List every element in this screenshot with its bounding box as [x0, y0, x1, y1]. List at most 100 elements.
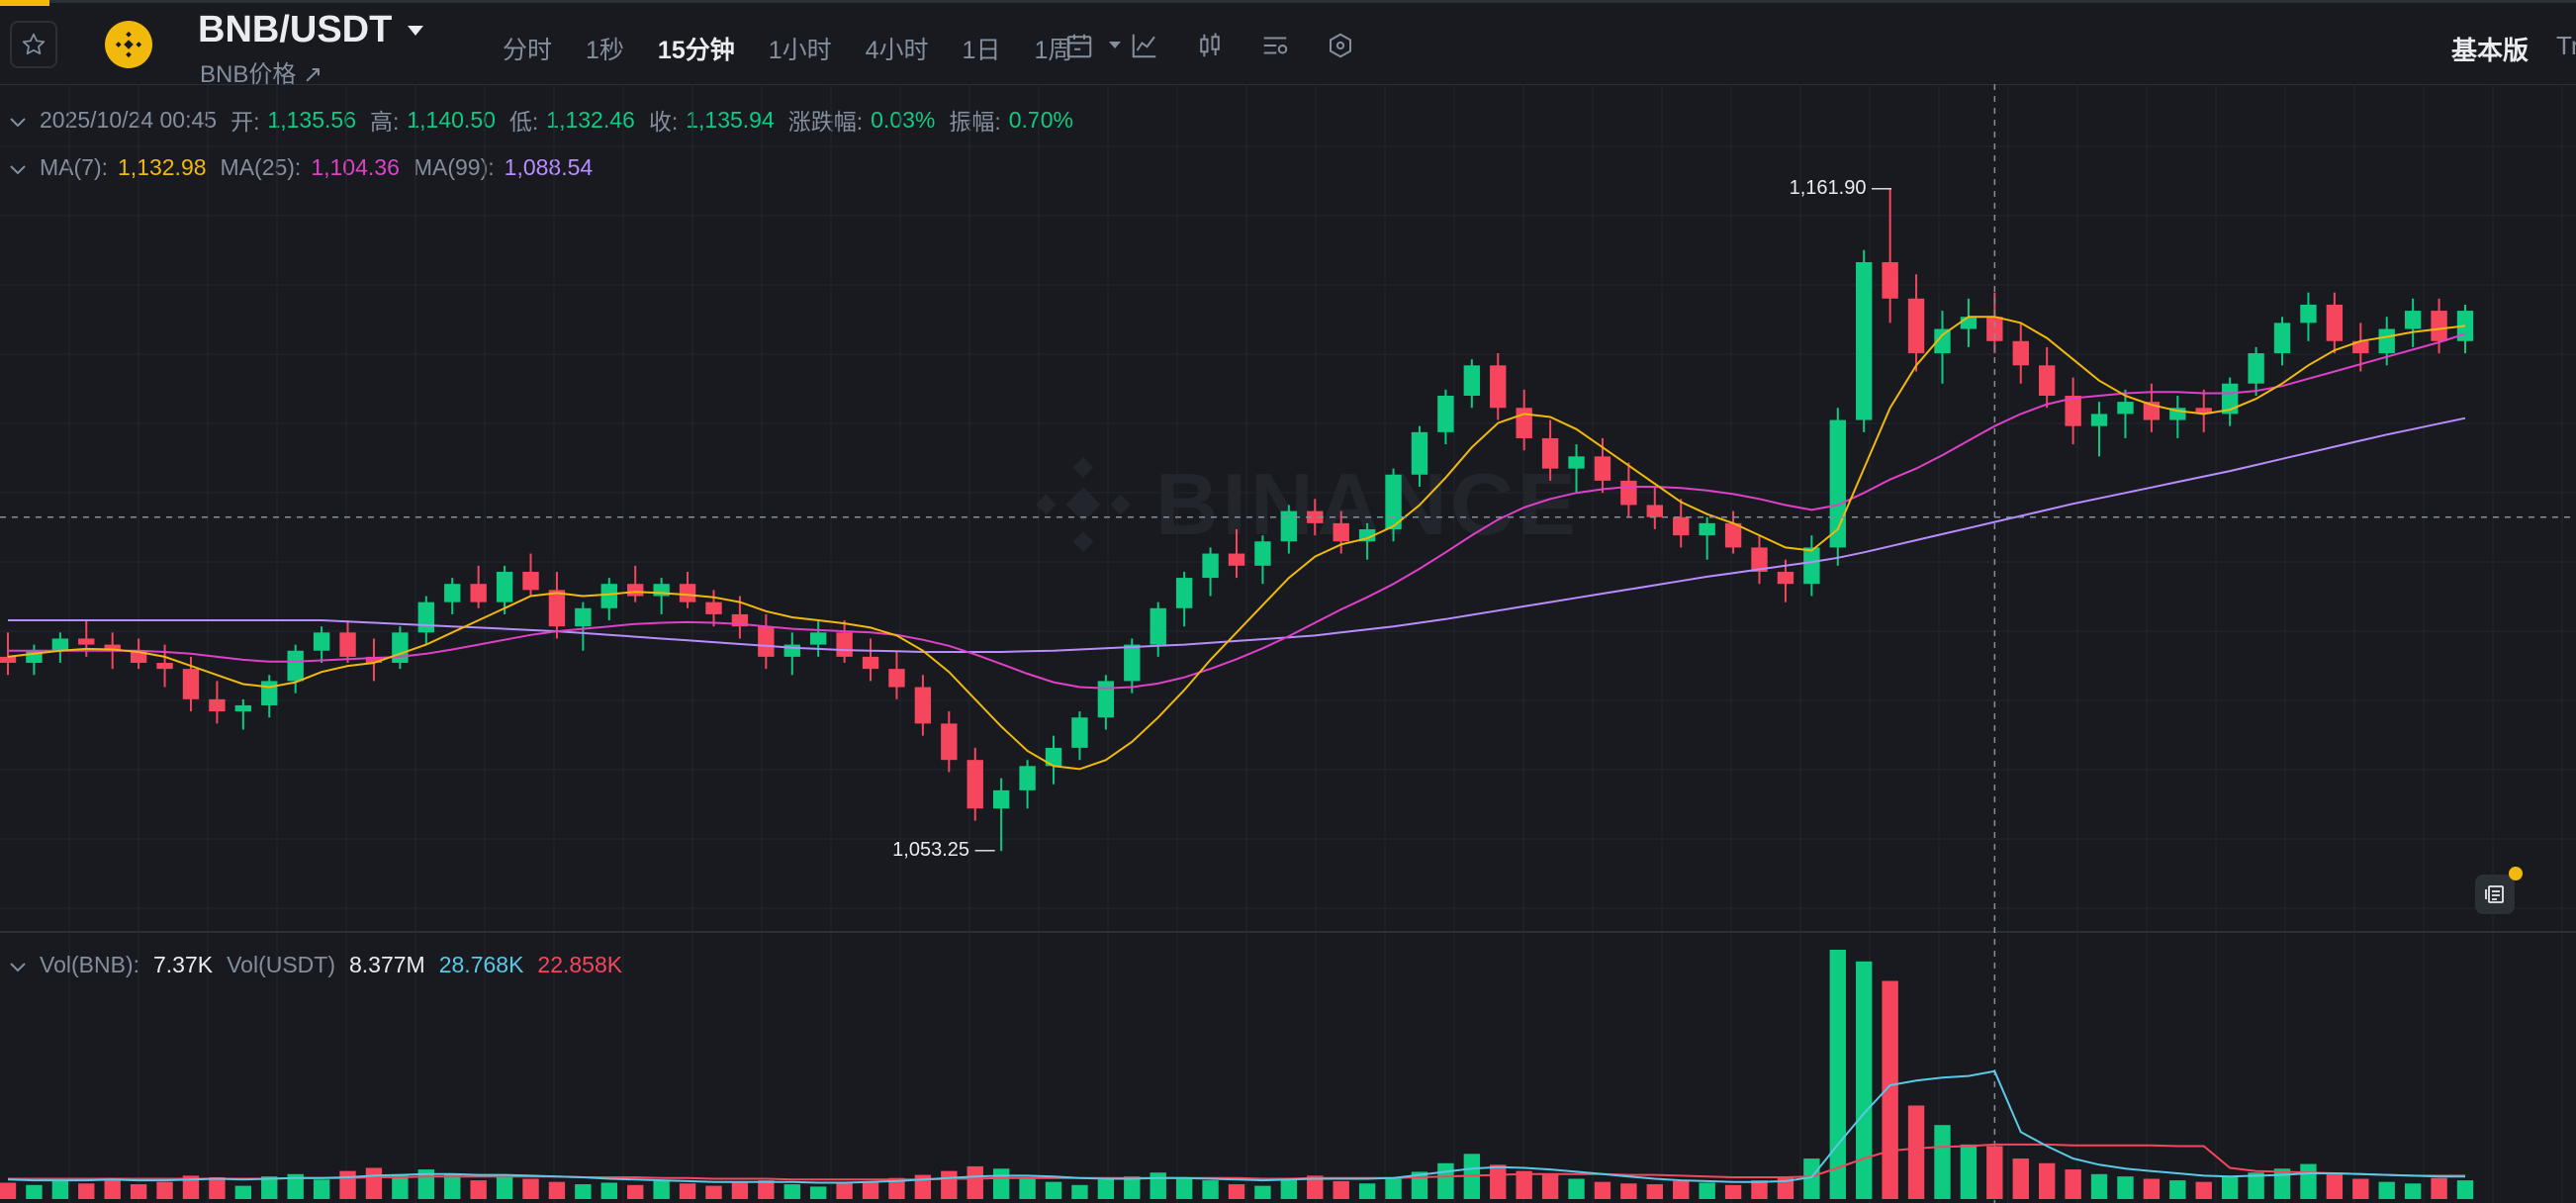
chevron-down-icon[interactable]: [10, 952, 28, 978]
tab-1d[interactable]: 1日: [962, 37, 1001, 64]
ma25-label: MA(25):: [220, 154, 302, 180]
lowest-price-label: 1,053.25 —: [892, 839, 995, 862]
tab-15m[interactable]: 15分钟: [657, 37, 735, 64]
candlestick-chart[interactable]: [0, 84, 2576, 1203]
settings-icon[interactable]: [1258, 29, 1292, 62]
amplitude-label: 振幅:: [949, 109, 1001, 135]
candle-body: [1333, 522, 1349, 542]
volume-bar: [2273, 1168, 2291, 1199]
vol-bnb-label: Vol(BNB):: [40, 952, 139, 977]
volume-bar: [1882, 980, 1898, 1199]
candle-body: [2065, 396, 2081, 426]
candle-body: [1463, 365, 1481, 396]
volume-bar: [339, 1170, 356, 1199]
volume-bar: [313, 1179, 330, 1199]
volume-bar: [888, 1177, 905, 1199]
volume-bar: [1071, 1184, 1088, 1199]
tab-4h[interactable]: 4小时: [865, 37, 929, 64]
volume-bar: [2300, 1163, 2317, 1199]
volume-bar: [1175, 1176, 1193, 1199]
volume-bar: [1385, 1177, 1402, 1199]
tradingview-mode-button[interactable]: Tr: [2556, 31, 2576, 60]
volume-bar: [1150, 1172, 1166, 1199]
candle-body: [2195, 408, 2212, 415]
volume-bar: [1673, 1180, 1690, 1199]
symbol-selector[interactable]: BNB/USDT: [198, 9, 425, 51]
volume-bar: [1228, 1184, 1245, 1199]
volume-bar: [1254, 1185, 1271, 1199]
candle-body: [679, 584, 696, 602]
volume-bar: [234, 1185, 252, 1199]
open-value: 1,135.56: [267, 106, 356, 133]
hexagon-settings-icon[interactable]: [1324, 29, 1357, 62]
candle-body: [1724, 522, 1742, 548]
volume-bar: [653, 1180, 670, 1199]
volume-bar: [444, 1173, 461, 1199]
candle-body: [2431, 311, 2447, 341]
candle-body: [2248, 353, 2264, 384]
calendar-icon[interactable]: [1062, 29, 1096, 62]
symbol-title: BNB/USDT: [198, 9, 393, 50]
candle-body: [1803, 547, 1820, 585]
candle-body: [1882, 262, 1898, 299]
candle-body: [966, 760, 983, 809]
candle-body: [758, 626, 775, 657]
volume-bar: [1541, 1174, 1559, 1199]
interval-tabs: 分时 1秒 15分钟 1小时 4小时 1日 1周: [503, 31, 1124, 66]
volume-bar: [209, 1176, 226, 1199]
volume-bar: [1333, 1180, 1349, 1199]
volume-bar: [2404, 1183, 2422, 1199]
volume-bar: [2431, 1177, 2447, 1199]
volume-bar: [1751, 1180, 1768, 1199]
ma99-value: 1,088.54: [504, 154, 594, 180]
volume-bar: [731, 1182, 749, 1199]
volume-bar: [2012, 1158, 2029, 1199]
candle-body: [2012, 340, 2029, 366]
candle-body: [1175, 578, 1193, 608]
volume-bar: [992, 1168, 1010, 1199]
candle-body: [600, 584, 617, 608]
candle-body: [1437, 396, 1454, 432]
volume-bar: [26, 1184, 43, 1199]
close-label: 收:: [648, 109, 679, 135]
vol-usdt-value: 8.377M: [349, 952, 425, 977]
order-book-button[interactable]: [2475, 867, 2523, 914]
candle-body: [914, 687, 932, 724]
candle-body: [1646, 505, 1664, 517]
indicator-icon[interactable]: [1128, 29, 1161, 62]
price-link[interactable]: BNB价格 ↗: [200, 61, 323, 88]
candle-body: [2300, 304, 2317, 324]
more-intervals-icon[interactable]: [1106, 31, 1124, 58]
ma25-line: [8, 332, 2466, 690]
volume-bar: [2352, 1178, 2369, 1199]
volume-bar: [2378, 1181, 2395, 1199]
candle-body: [182, 669, 200, 699]
candle-body: [2273, 323, 2291, 354]
candle-type-icon[interactable]: [1193, 29, 1227, 62]
favorite-button[interactable]: [10, 21, 57, 68]
candle-body: [1986, 317, 2003, 341]
tab-time-sharing[interactable]: 分时: [503, 37, 553, 64]
chevron-down-icon[interactable]: [10, 107, 28, 134]
volume-bar: [1934, 1125, 1951, 1199]
tab-1h[interactable]: 1小时: [768, 37, 832, 64]
volume-bar: [2456, 1180, 2474, 1199]
candle-body: [1620, 480, 1637, 506]
tab-1s[interactable]: 1秒: [586, 37, 624, 64]
volume-bar: [600, 1182, 617, 1199]
candle-body: [1254, 541, 1271, 566]
basic-mode-button[interactable]: 基本版: [2451, 36, 2530, 65]
candle-body: [156, 663, 173, 670]
notification-dot: [2509, 867, 2523, 880]
volume-bar: [156, 1181, 173, 1199]
volume-bar: [1699, 1182, 1715, 1199]
volume-bar: [0, 1182, 17, 1199]
chart-toolbar: [1062, 29, 1357, 62]
chevron-down-icon[interactable]: [10, 154, 28, 181]
candle-body: [1385, 474, 1402, 529]
volume-bar: [548, 1181, 566, 1199]
volume-bar: [2090, 1173, 2108, 1199]
caret-down-icon: [408, 25, 424, 36]
volume-bar: [470, 1180, 487, 1199]
tab-1w[interactable]: 1周: [1034, 37, 1073, 64]
